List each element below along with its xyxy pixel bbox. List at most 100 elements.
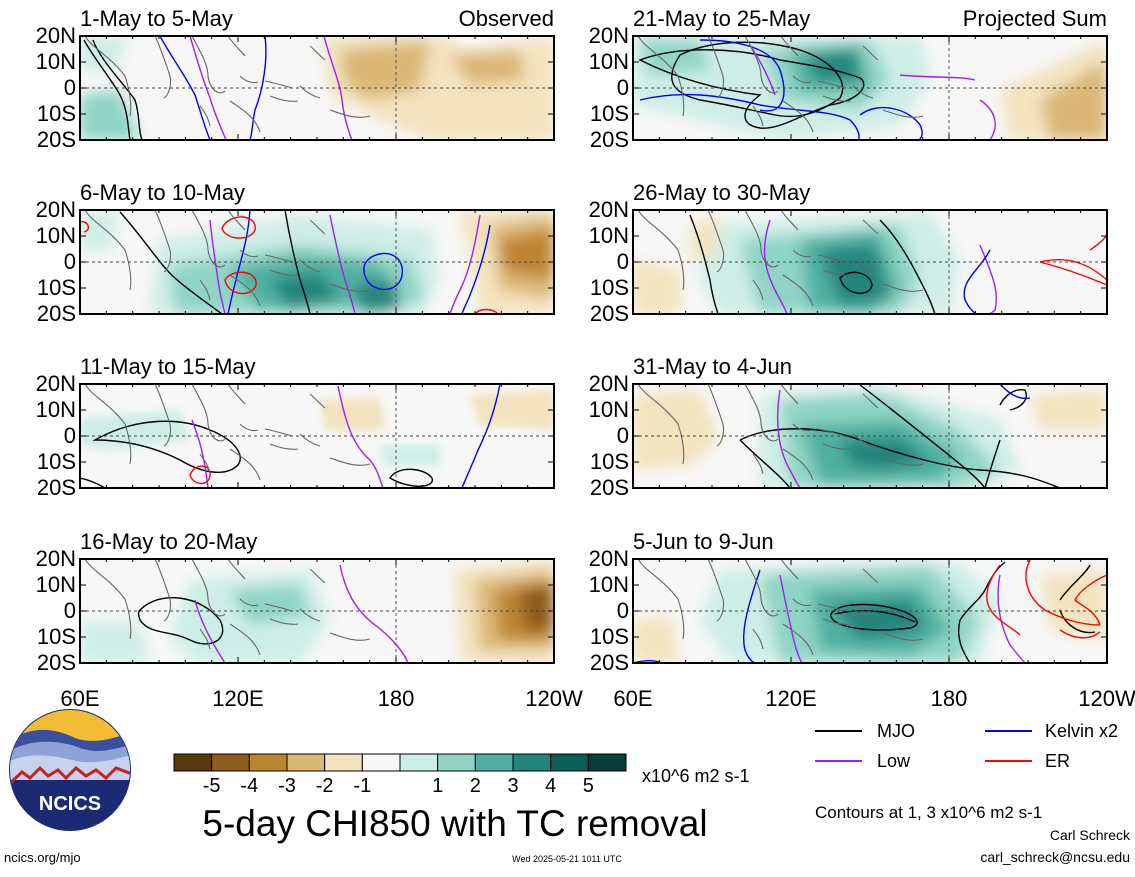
- coastline: [637, 383, 685, 465]
- coastlines: [637, 209, 924, 307]
- y-tick-label: 10S: [37, 101, 76, 126]
- coastline: [780, 383, 799, 405]
- coastline: [852, 85, 874, 99]
- coastlines: [84, 35, 371, 133]
- colorbar-swatch: [512, 753, 552, 772]
- y-tick-label: 0: [64, 423, 76, 448]
- coastline: [637, 209, 685, 291]
- column-header: Observed: [459, 6, 554, 31]
- coastline: [744, 209, 779, 268]
- coastline: [780, 558, 799, 580]
- coastline: [299, 608, 321, 622]
- y-tick-label: 10N: [36, 223, 76, 248]
- panel-3-shading: [80, 390, 554, 465]
- footer-email: carl_schreck@ncsu.edu: [980, 849, 1130, 865]
- coastline: [707, 209, 725, 273]
- panel-title: 11-May to 15-May: [80, 354, 256, 379]
- coastline: [329, 632, 371, 641]
- panel-5-contours: [638, 39, 996, 140]
- colorbar-swatch: [399, 753, 439, 772]
- footer-timestamp: Wed 2025-05-21 1011 UTC: [512, 854, 622, 864]
- coastline: [780, 35, 799, 57]
- coastline: [852, 259, 874, 273]
- logo-text: NCICS: [39, 793, 101, 815]
- coastline: [862, 45, 879, 61]
- y-tick-label: 10N: [36, 397, 76, 422]
- colorbar-swatch: [286, 753, 326, 772]
- x-tick-label: 60E: [613, 686, 652, 711]
- coastline: [309, 393, 326, 409]
- coastline: [882, 283, 924, 292]
- y-tick-label: 20S: [37, 301, 76, 326]
- coastline: [84, 383, 132, 465]
- panel-4-contours: [137, 564, 409, 663]
- coastline: [822, 269, 852, 276]
- coastline: [264, 254, 293, 263]
- coastline: [707, 35, 725, 99]
- legend-label-kelvin: Kelvin x2: [1045, 721, 1118, 741]
- y-tick-label: 20N: [36, 197, 76, 222]
- coastline: [792, 423, 812, 432]
- y-tick-label: 20N: [589, 371, 629, 396]
- y-tick-label: 10S: [37, 624, 76, 649]
- coastline: [882, 109, 924, 118]
- x-tick-label: 120W: [525, 686, 583, 711]
- colorbar-tick-label: -1: [353, 775, 371, 797]
- coastline: [309, 568, 326, 584]
- y-tick-label: 20S: [37, 475, 76, 500]
- panel-8-shading: [633, 562, 1107, 663]
- x-tick-label: 120E: [765, 686, 816, 711]
- coastline: [154, 209, 172, 273]
- coastline: [862, 568, 879, 584]
- y-tick-label: 20S: [590, 301, 629, 326]
- y-tick-label: 0: [64, 598, 76, 623]
- coastline: [780, 209, 799, 231]
- panel-title: 6-May to 10-May: [80, 180, 245, 205]
- coastline: [227, 558, 246, 580]
- ncics-logo: NCICS: [9, 709, 131, 831]
- colorbar-swatch: [211, 753, 250, 772]
- legend-label-mjo: MJO: [877, 721, 915, 741]
- panel-1-contours: [83, 36, 353, 140]
- colorbar-swatch: [550, 753, 589, 772]
- coastline: [309, 219, 326, 235]
- coastline: [299, 85, 321, 99]
- y-tick-label: 10S: [37, 275, 76, 300]
- coastline: [239, 598, 259, 607]
- panel-title: 26-May to 30-May: [633, 180, 810, 205]
- coastline: [84, 209, 132, 291]
- coastline: [822, 443, 852, 450]
- colorbar: -5 -4 -3 -2 -1 1 2 3 4 5 x10^6 m2 s-1: [173, 753, 750, 797]
- y-tick-label: 0: [617, 423, 629, 448]
- colorbar-swatch: [474, 753, 514, 772]
- coastline: [299, 259, 321, 273]
- coastline: [862, 219, 879, 235]
- colorbar-tick-label: -4: [240, 775, 258, 797]
- colorbar-tick-label: -3: [278, 775, 296, 797]
- coastline: [782, 623, 814, 656]
- panel-2-contours: [80, 210, 499, 314]
- coastline: [199, 453, 211, 475]
- coastline: [191, 35, 226, 94]
- colorbar-swatch: [361, 753, 401, 772]
- coastline: [329, 457, 371, 466]
- coastline: [782, 448, 814, 481]
- coastline: [792, 598, 812, 607]
- colorbar-tick-label: 2: [470, 775, 481, 797]
- y-tick-label: 10N: [36, 572, 76, 597]
- coastline: [744, 35, 779, 94]
- coastline: [309, 45, 326, 61]
- y-tick-label: 20S: [37, 650, 76, 675]
- y-tick-label: 0: [64, 75, 76, 100]
- y-tick-label: 20N: [36, 371, 76, 396]
- colorbar-units: x10^6 m2 s-1: [642, 766, 750, 786]
- coastline: [269, 618, 299, 625]
- coastline: [752, 279, 764, 301]
- colorbar-tick-label: 4: [545, 775, 556, 797]
- column-header: Projected Sum: [963, 6, 1107, 31]
- coastline: [191, 209, 226, 268]
